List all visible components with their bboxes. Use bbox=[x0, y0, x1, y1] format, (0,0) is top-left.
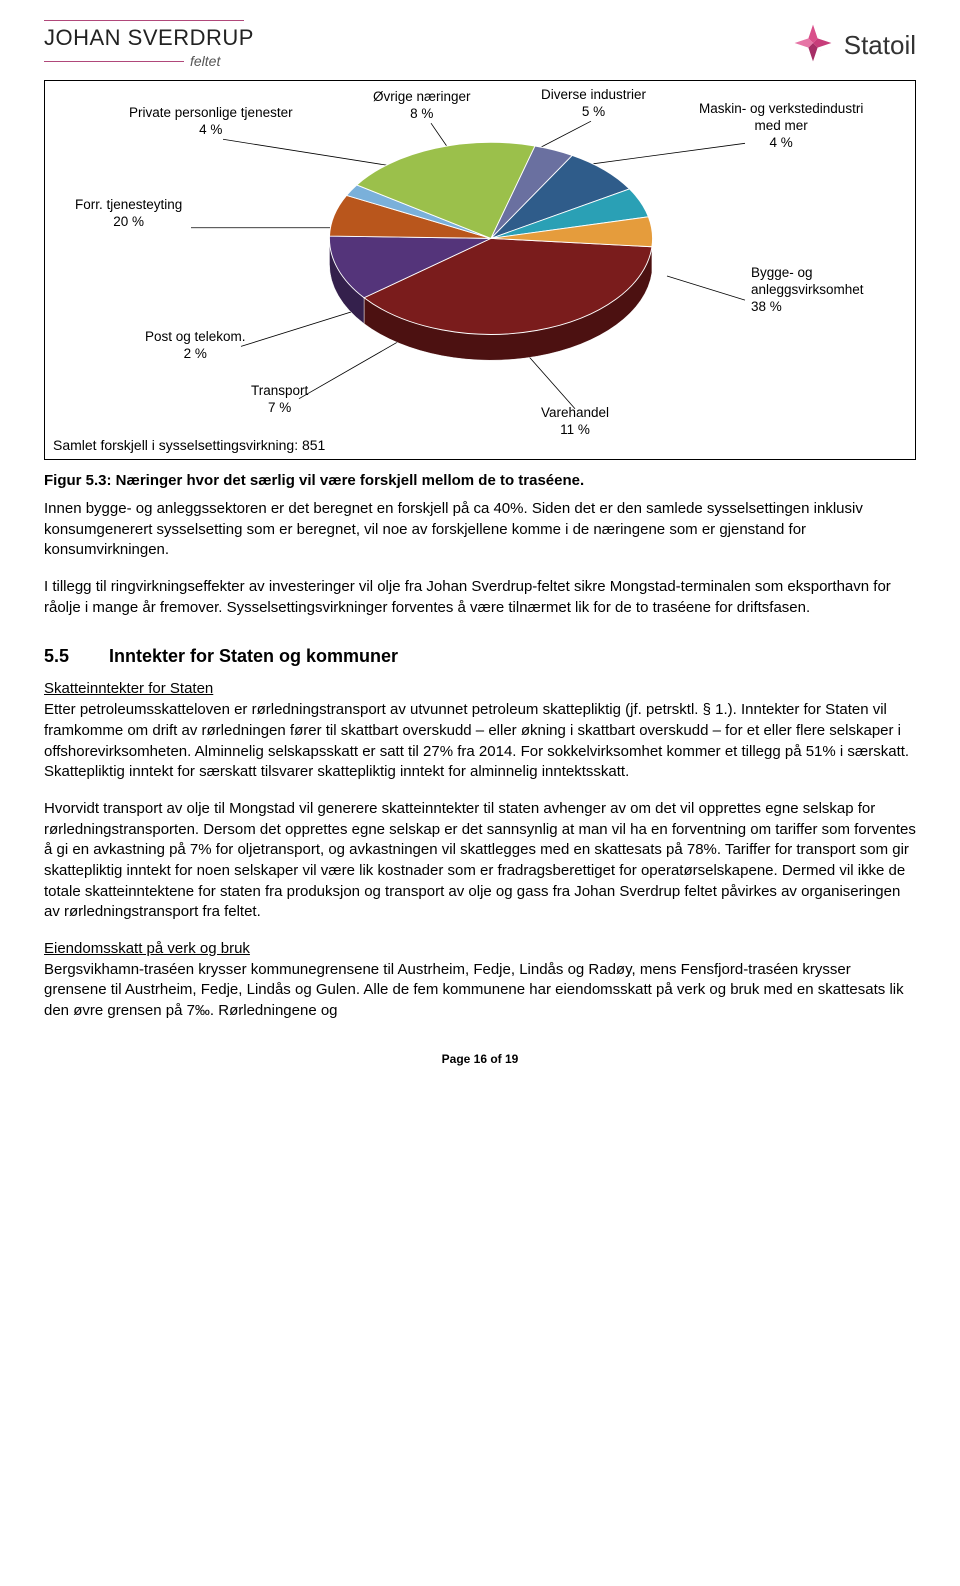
chart-slice-label: Forr. tjenesteyting20 % bbox=[75, 197, 182, 231]
subheading-2: Eiendomsskatt på verk og bruk Bergsvikha… bbox=[44, 939, 916, 1022]
statoil-star-icon bbox=[790, 20, 836, 70]
chart-slice-label: Private personlige tjenester4 % bbox=[129, 105, 293, 139]
section-heading: 5.5 Inntekter for Staten og kommuner bbox=[44, 646, 916, 667]
chart-slice-label: Diverse industrier5 % bbox=[541, 87, 646, 121]
sub1-para: Etter petroleumsskatteloven er rørlednin… bbox=[44, 701, 909, 780]
logo-title: JOHAN SVERDRUP bbox=[44, 25, 254, 51]
logo-statoil: Statoil bbox=[790, 20, 916, 70]
logo-johan-sverdrup: JOHAN SVERDRUP feltet bbox=[44, 20, 254, 69]
subheading-1: Skatteinntekter for Staten Etter petrole… bbox=[44, 679, 916, 782]
paragraph-1: Innen bygge- og anleggssektoren er det b… bbox=[44, 499, 916, 561]
statoil-text: Statoil bbox=[844, 30, 916, 61]
section-title: Inntekter for Staten og kommuner bbox=[109, 646, 398, 666]
pie-chart bbox=[311, 135, 671, 375]
section-number: 5.5 bbox=[44, 646, 104, 667]
paragraph-2: I tillegg til ringvirkningseffekter av i… bbox=[44, 577, 916, 618]
chart-slice-label: Post og telekom.2 % bbox=[145, 329, 246, 363]
logo-subtitle: feltet bbox=[190, 53, 220, 69]
sub2-para: Bergsvikhamn-traséen krysser kommunegren… bbox=[44, 961, 904, 1019]
chart-footer-text: Samlet forskjell i sysselsettingsvirknin… bbox=[53, 437, 325, 453]
chart-slice-label: Varehandel11 % bbox=[541, 405, 609, 439]
chart-slice-label: Transport7 % bbox=[251, 383, 308, 417]
page-header: JOHAN SVERDRUP feltet Statoil bbox=[44, 20, 916, 70]
sub1-para2: Hvorvidt transport av olje til Mongstad … bbox=[44, 799, 916, 923]
page-footer: Page 16 of 19 bbox=[44, 1052, 916, 1066]
chart-slice-label: Maskin- og verkstedindustrimed mer4 % bbox=[699, 101, 863, 152]
pie-chart-container: Private personlige tjenester4 % Øvrige næ… bbox=[44, 80, 916, 460]
figure-caption: Figur 5.3: Næringer hvor det særlig vil … bbox=[44, 472, 916, 489]
chart-slice-label: Øvrige næringer8 % bbox=[373, 89, 471, 123]
chart-slice-label: Bygge- oganleggsvirksomhet38 % bbox=[751, 265, 864, 316]
